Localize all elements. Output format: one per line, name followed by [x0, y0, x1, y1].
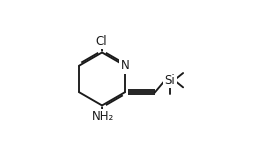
Text: N: N: [120, 59, 129, 72]
Text: Cl: Cl: [96, 35, 107, 48]
Text: NH₂: NH₂: [92, 110, 114, 123]
Text: Si: Si: [164, 74, 175, 87]
